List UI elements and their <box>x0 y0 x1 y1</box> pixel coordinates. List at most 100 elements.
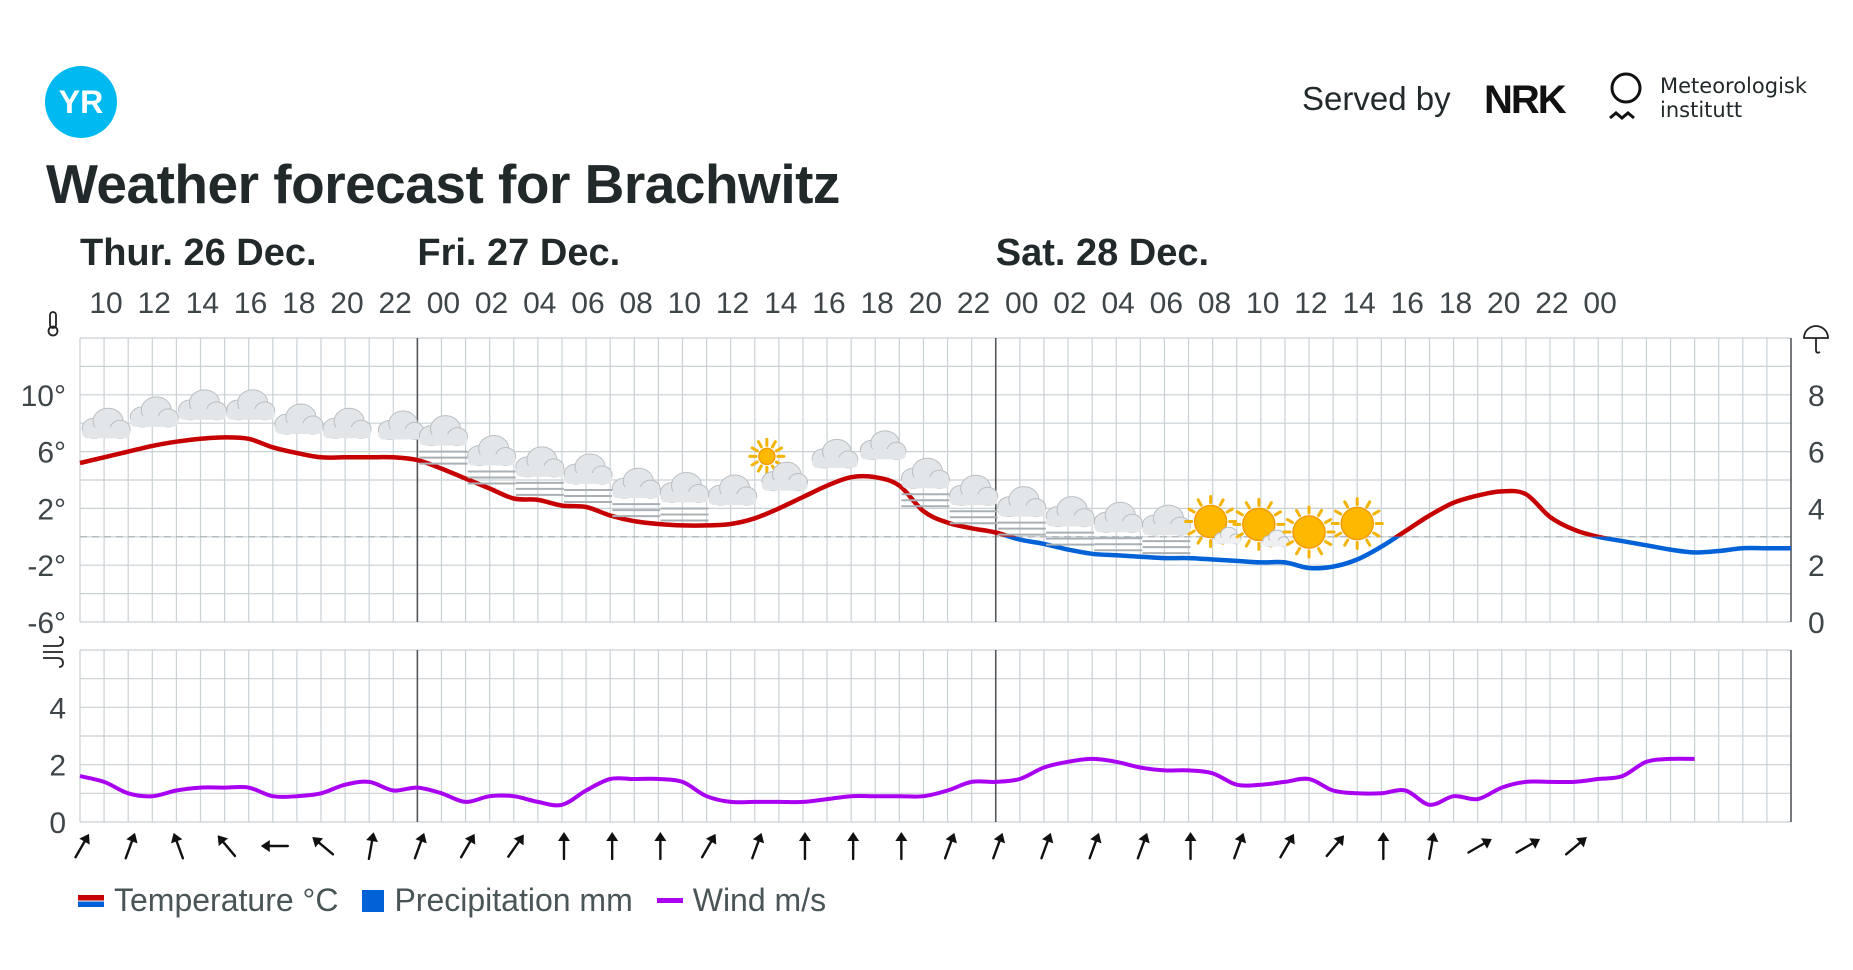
temperature-line-above-zero <box>79 435 1611 537</box>
hour-tick-label: 04 <box>1101 287 1134 320</box>
wind-direction-arrows <box>74 832 1587 861</box>
hour-tick-label: 14 <box>186 287 219 320</box>
partly-cloudy-day-icon <box>748 437 809 492</box>
legend: Temperature °C Precipitation mm Wind m/s <box>78 882 826 919</box>
wind-direction-arrow <box>943 832 957 860</box>
wind-direction-arrow <box>1377 832 1390 861</box>
hour-tick-label: 10 <box>1246 287 1279 320</box>
wind-direction-arrow <box>1325 835 1345 858</box>
day-labels: Thur. 26 Dec. Fri. 27 Dec. Sat. 28 Dec. <box>80 232 1209 274</box>
fog-icon <box>467 435 517 485</box>
cloudy-icon <box>81 407 131 439</box>
wind-direction-arrow <box>798 832 811 861</box>
legend-item-wind: Wind m/s <box>656 882 827 919</box>
wind-direction-arrow <box>459 833 476 859</box>
wind-direction-arrow <box>74 833 90 859</box>
nrk-logo-text: NRK <box>1484 80 1567 116</box>
met-name-line2: institutt <box>1660 98 1743 122</box>
legend-item-temperature: Temperature °C <box>78 882 338 919</box>
fog-icon <box>1045 496 1095 546</box>
wind-direction-arrow <box>895 832 908 861</box>
wind-direction-arrow <box>1426 832 1439 861</box>
wind-direction-arrow <box>312 837 335 856</box>
legend-label-precipitation: Precipitation mm <box>394 882 633 918</box>
wind-direction-arrow <box>1184 832 1197 861</box>
hour-tick-label: 04 <box>523 287 556 320</box>
nrk-logo: NRK <box>1484 80 1569 116</box>
wind-direction-arrow <box>1088 832 1102 860</box>
cloudy-icon <box>129 396 179 428</box>
precipitation-tick-label: 4 <box>1808 493 1825 526</box>
wind-direction-arrow <box>700 833 717 859</box>
partly-cloudy-night-icon <box>858 417 907 460</box>
hour-tick-label: 08 <box>619 287 652 320</box>
clear-sky-day-icon <box>1330 497 1384 551</box>
wind-direction-arrow <box>1279 833 1295 859</box>
wind-direction-arrow <box>217 835 237 858</box>
forecast-chart: Thur. 26 Dec. Fri. 27 Dec. Sat. 28 Dec. 10… <box>21 232 1829 861</box>
wind-direction-arrow <box>1233 832 1247 860</box>
clear-sky-night-icon <box>1491 444 1507 475</box>
hour-tick-label: 20 <box>909 287 942 320</box>
wind-direction-arrow <box>124 832 138 860</box>
wind-direction-arrow <box>1515 838 1541 854</box>
clear-sky-day-icon <box>1282 505 1336 559</box>
met-institute-logo <box>1609 72 1642 120</box>
legend-label-wind: Wind m/s <box>692 882 827 918</box>
precipitation-tick-label: 6 <box>1808 437 1825 470</box>
hour-tick-label: 08 <box>1198 287 1231 320</box>
umbrella-icon <box>1803 325 1829 354</box>
legend-swatch-wind <box>656 898 683 903</box>
temperature-tick-label: 10° <box>21 380 66 413</box>
fog-icon <box>900 457 950 508</box>
cloudy-icon <box>226 389 276 421</box>
hour-tick-label: 14 <box>1342 287 1375 320</box>
hour-labels: 10 12 14 16 18 20 22 00 02 04 06 08 10 12 14 16 18 20 22 00… <box>89 287 1616 320</box>
wind-tick-label: 0 <box>49 807 66 840</box>
hour-tick-label: 18 <box>282 287 315 320</box>
fog-icon <box>515 446 565 496</box>
hour-tick-label: 16 <box>1391 287 1424 320</box>
hour-tick-label: 12 <box>1294 287 1327 320</box>
hour-tick-label: 00 <box>1583 287 1616 320</box>
served-by-label: Served by <box>1302 80 1451 117</box>
hour-tick-label: 22 <box>957 287 990 320</box>
cloudy-icon <box>177 389 227 421</box>
fair-day-icon <box>1184 495 1242 549</box>
wind-tick-label: 2 <box>49 750 66 783</box>
wind-direction-arrow <box>366 832 378 861</box>
legend-label-temperature: Temperature °C <box>114 882 339 918</box>
hour-tick-label: 20 <box>330 287 363 320</box>
wind-direction-arrow <box>1040 832 1054 860</box>
hour-tick-label: 10 <box>89 287 122 320</box>
temperature-grid <box>79 337 1792 623</box>
wind-direction-arrow <box>413 832 427 860</box>
hour-tick-label: 16 <box>812 287 845 320</box>
partly-cloudy-night-icon <box>810 425 859 469</box>
cloudy-icon <box>274 403 324 435</box>
page-title: Weather forecast for Brachwitz <box>46 153 840 215</box>
temperature-tick-label: 6° <box>37 437 66 470</box>
day-label: Thur. 26 Dec. <box>80 232 317 274</box>
wind-speed-line <box>79 756 1695 808</box>
wind-icon <box>43 636 64 668</box>
fog-icon <box>659 471 709 522</box>
hour-tick-label: 16 <box>234 287 267 320</box>
day-label: Fri. 27 Dec. <box>417 232 620 274</box>
fog-icon <box>997 486 1047 536</box>
clear-sky-night-icon <box>1394 484 1410 515</box>
wind-direction-arrow <box>171 832 185 860</box>
axis-icons <box>43 311 1829 668</box>
wind-grid <box>79 649 1792 823</box>
wind-line <box>79 756 1695 808</box>
legend-swatch-temperature <box>78 894 104 907</box>
hour-tick-label: 06 <box>1150 287 1183 320</box>
fair-day-icon <box>1232 497 1290 551</box>
hour-tick-label: 00 <box>1005 287 1038 320</box>
temperature-line <box>79 435 1791 571</box>
cloudy-icon <box>708 474 758 506</box>
hour-tick-label: 06 <box>571 287 604 320</box>
thermometer-icon <box>47 311 59 337</box>
hour-tick-label: 02 <box>1053 287 1086 320</box>
wind-direction-arrow <box>992 832 1006 860</box>
